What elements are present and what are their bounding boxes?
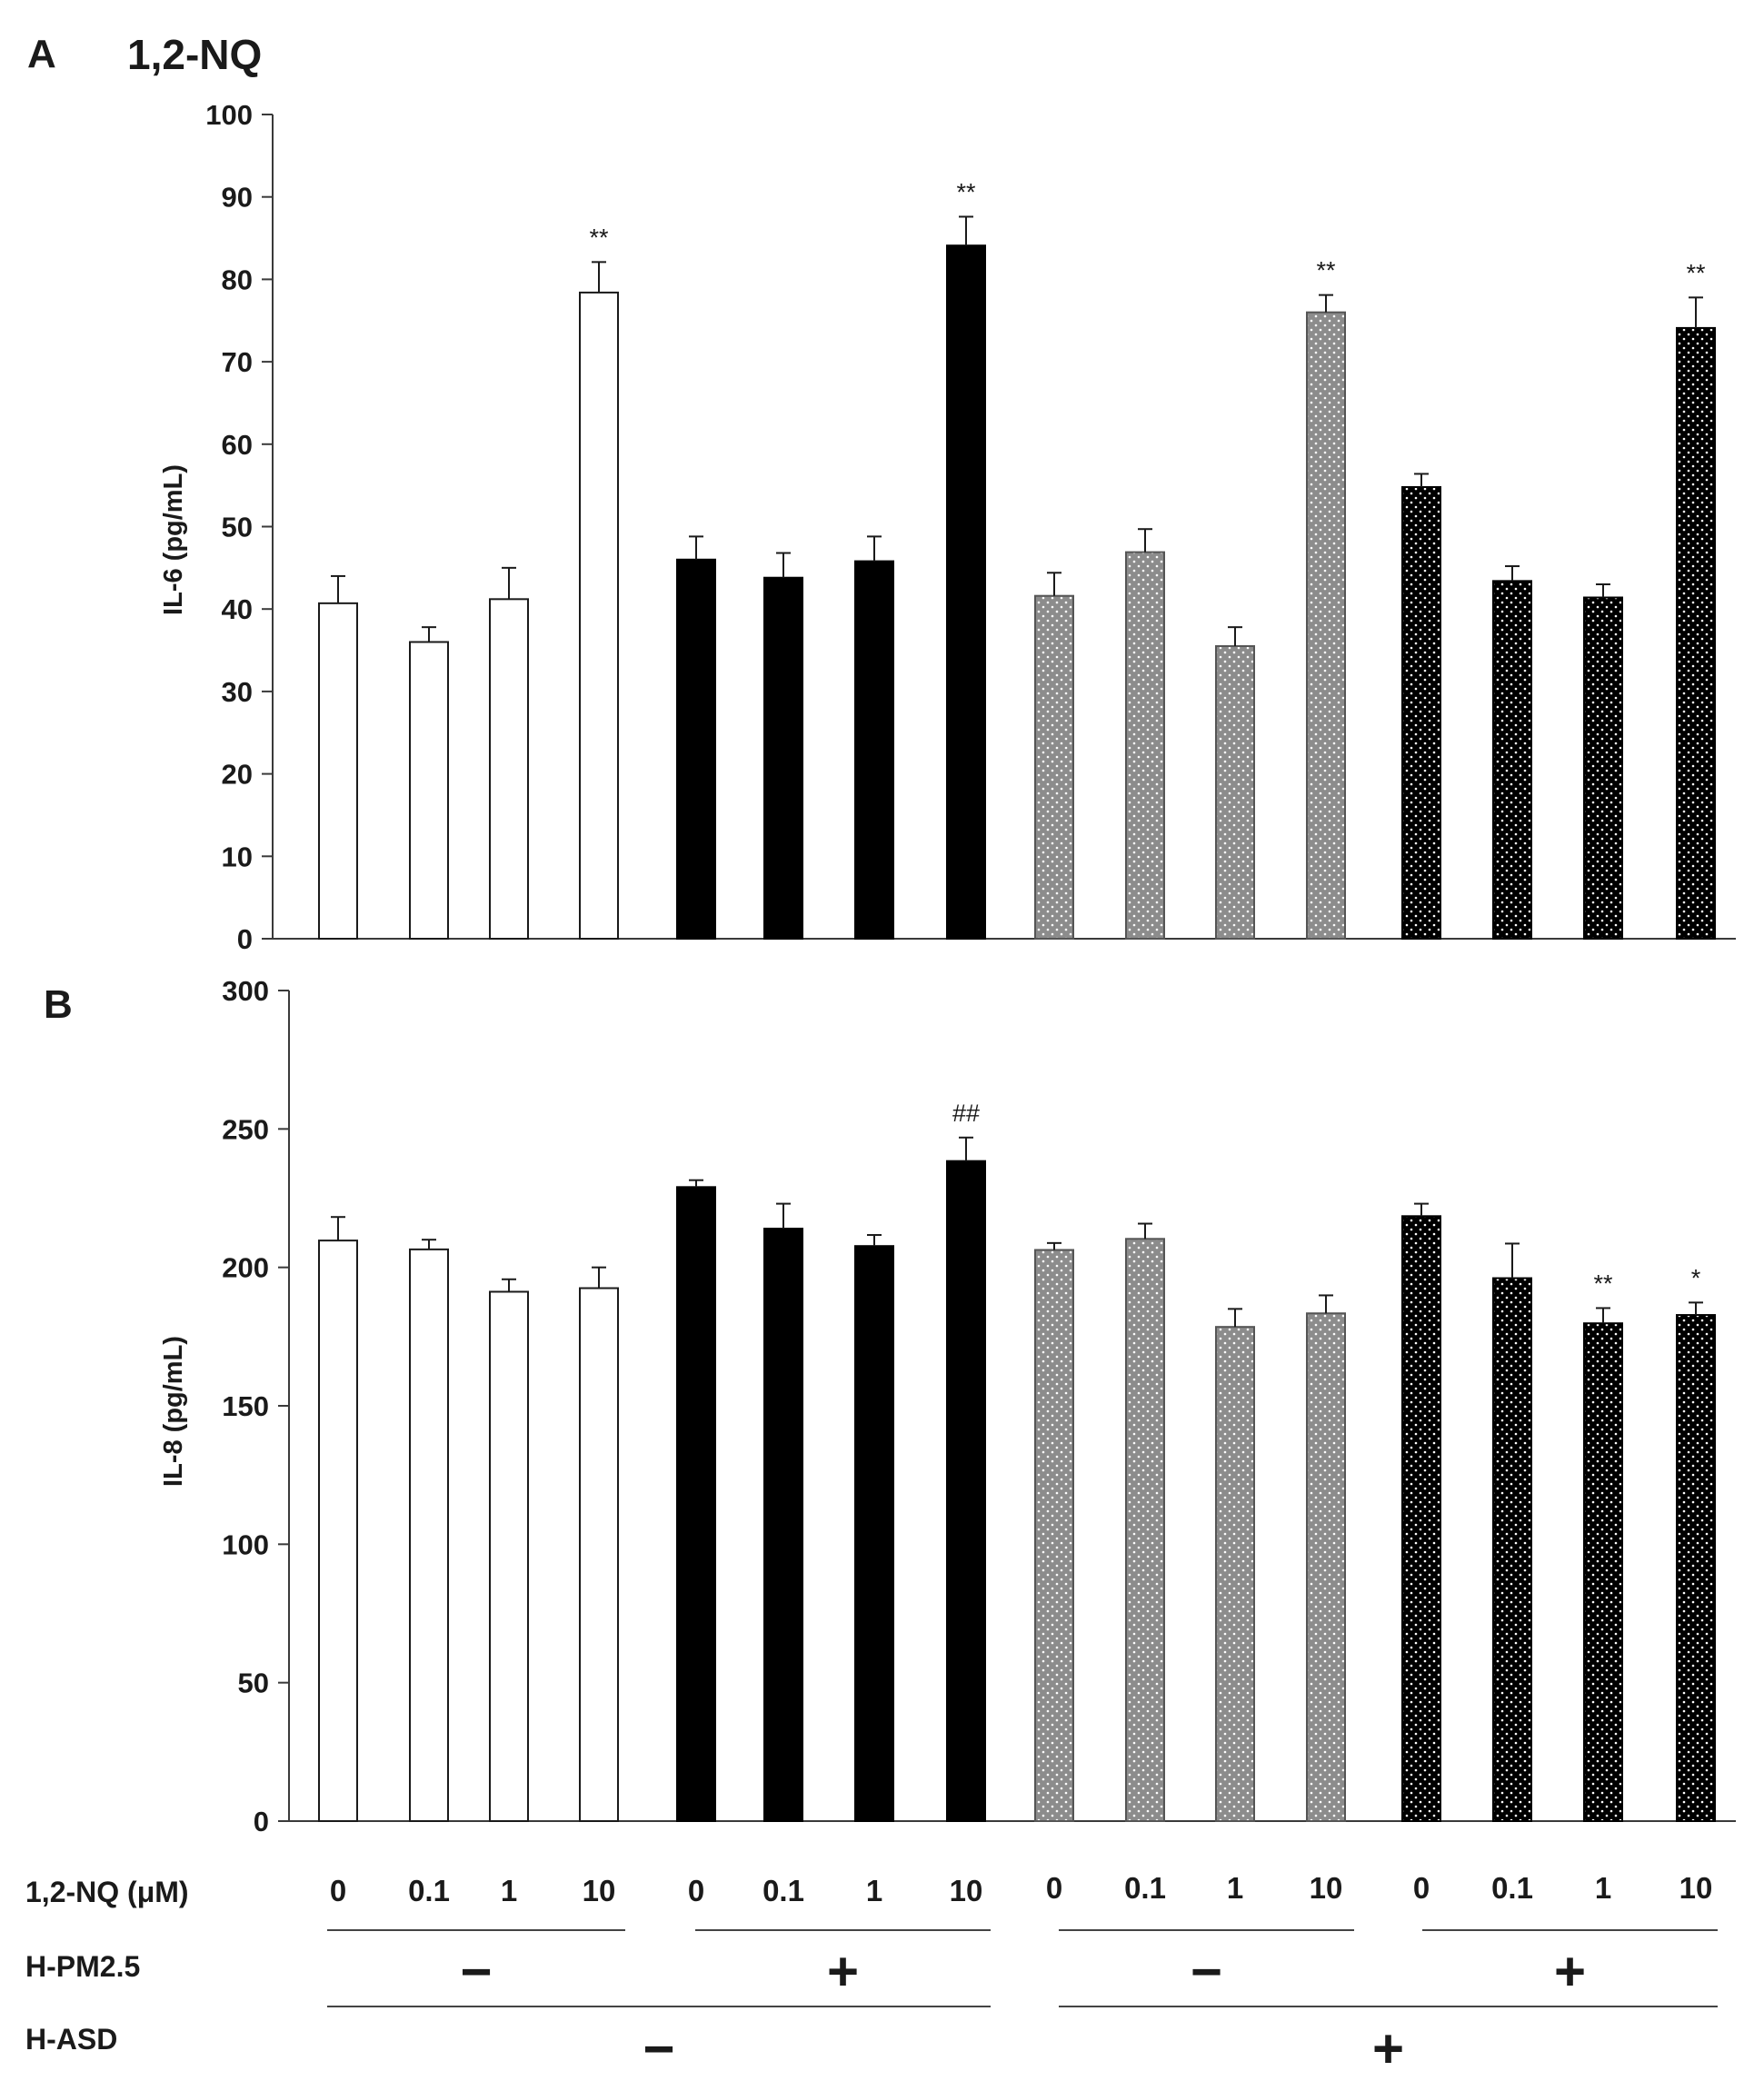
panel-a-bar	[854, 560, 894, 940]
panel-a-y-axis-label: IL-6 (pg/mL)	[159, 464, 188, 615]
panel-a-il6-chart: A 1,2-NQ IL-6 (pg/mL) 0 10 20 30 40 50 60 70 80 9…	[27, 31, 1736, 955]
panel-b-y-tick-label: 50	[238, 1668, 269, 1699]
pm-row: − + − +	[327, 1929, 1718, 2002]
panel-b-y-tick-label: 0	[254, 1806, 269, 1837]
dose-label: 0	[1046, 1871, 1062, 1905]
panel-b-bars: ##** *	[318, 1100, 1716, 1823]
panel-b-bar	[1676, 1314, 1716, 1822]
panel-b-y-tick-label: 150	[222, 1390, 269, 1422]
pm-sign: +	[1554, 1941, 1586, 2002]
dose-label: 0	[1413, 1871, 1430, 1905]
panel-b-bar	[1401, 1215, 1441, 1822]
panel-b-y-tick-label: 200	[222, 1252, 269, 1284]
panel-b-y-tick-label: 100	[222, 1528, 269, 1560]
panel-b-bar	[946, 1160, 986, 1822]
panel-a-y-tick-label: 20	[222, 759, 253, 791]
asd-row: − +	[327, 2006, 1718, 2079]
panel-a-bar	[1676, 326, 1716, 940]
dose-label: 0.1	[1124, 1871, 1166, 1905]
panel-b-bar	[579, 1287, 619, 1823]
panel-a-significance-label: **	[956, 178, 976, 205]
asd-sign: −	[643, 2018, 674, 2079]
dose-label: 10	[950, 1874, 983, 1907]
dose-label: 0	[330, 1874, 346, 1907]
asd-sign: +	[1372, 2018, 1404, 2079]
pm-sign: −	[460, 1941, 492, 2002]
panel-a-bar	[1583, 596, 1623, 940]
panel-a-bar	[489, 598, 529, 940]
panel-b-y-tick-label: 250	[222, 1113, 269, 1145]
dose-label: 10	[1310, 1871, 1343, 1905]
dose-label: 1	[501, 1874, 517, 1907]
dose-row-label: 1,2-NQ (μM)	[25, 1876, 189, 1908]
panel-a-y-tick-label: 30	[222, 676, 253, 708]
panel-a-bar	[409, 641, 449, 940]
panel-b-bar	[1306, 1312, 1346, 1822]
panel-b-bar	[1492, 1277, 1532, 1823]
dose-row: 0 0.1 1 10 0 0.1 1 10 0 0.1 1 10 0 0.1 1 10	[330, 1871, 1713, 1907]
panel-a-bars: ** ** ** **	[318, 178, 1716, 941]
panel-a-y-tick-label: 90	[222, 182, 253, 214]
panel-b-significance-label: *	[1691, 1264, 1701, 1291]
panel-b-bar	[318, 1240, 358, 1822]
panel-a-letter: A	[27, 32, 56, 76]
panel-a-bar	[676, 558, 716, 941]
pm-row-label: H-PM2.5	[25, 1950, 140, 1983]
panel-a-bar	[318, 602, 358, 940]
dose-label: 0	[688, 1874, 704, 1907]
panel-a-bar	[1401, 485, 1441, 940]
panel-b-bar	[676, 1186, 716, 1822]
panel-a-y-tick-label: 40	[222, 593, 253, 625]
panel-a-y-tick-label: 50	[222, 512, 253, 543]
panel-b-significance-label: ##	[952, 1100, 980, 1127]
dose-label: 0.1	[1491, 1871, 1533, 1905]
asd-row-label: H-ASD	[25, 2023, 117, 2056]
panel-b-y-axis-label: IL-8 (pg/mL)	[159, 1336, 188, 1487]
panel-a-y-tick-label: 80	[222, 264, 253, 295]
panel-a-bar	[1215, 645, 1255, 940]
panel-b-bar	[1215, 1326, 1255, 1823]
panel-a-y-tick-label: 10	[222, 841, 253, 872]
panel-b-bar	[854, 1245, 894, 1822]
panel-a-bar	[579, 291, 619, 940]
dose-label: 0.1	[762, 1874, 804, 1907]
panel-b-bar	[1034, 1249, 1074, 1822]
panel-b-significance-label: **	[1593, 1270, 1613, 1297]
dose-label: 1	[866, 1874, 882, 1907]
pm-sign: −	[1191, 1941, 1222, 2002]
panel-b-bar	[409, 1248, 449, 1822]
panel-a-y-tick-label: 70	[222, 346, 253, 378]
panel-b-bar	[763, 1228, 803, 1822]
panel-a-bar	[763, 576, 803, 940]
panel-a-bar	[1034, 594, 1074, 940]
panel-b-bar	[489, 1290, 529, 1822]
panel-a-bar	[946, 244, 986, 940]
panel-a-significance-label: **	[1686, 259, 1706, 286]
dose-label: 1	[1595, 1871, 1611, 1905]
panel-a-bar	[1125, 551, 1165, 940]
panel-a-significance-label: **	[1316, 257, 1336, 284]
panel-b-axes: 0 50 100 150 200 250 300	[222, 975, 1736, 1837]
dose-label: 10	[583, 1874, 616, 1907]
panel-b-letter: B	[44, 982, 73, 1027]
panel-a-y-tick-label: 0	[237, 923, 253, 955]
dose-label: 1	[1227, 1871, 1243, 1905]
panel-a-y-tick-label: 60	[222, 429, 253, 461]
panel-a-bar	[1306, 311, 1346, 940]
panel-b-bar	[1125, 1238, 1165, 1822]
condition-table: 1,2-NQ (μM) H-PM2.5 H-ASD 0 0.1 1 10 0 0.1 1 10…	[25, 1871, 1718, 2079]
pm-sign: +	[827, 1941, 859, 2002]
panel-b-bar	[1583, 1322, 1623, 1822]
panel-a-y-tick-label: 100	[205, 99, 253, 131]
panel-a-bar	[1492, 580, 1532, 940]
panel-a-significance-label: **	[589, 224, 609, 251]
panel-a-title: 1,2-NQ	[127, 31, 262, 78]
dose-label: 0.1	[408, 1874, 450, 1907]
dose-label: 10	[1679, 1871, 1713, 1905]
panel-b-y-tick-label: 300	[222, 975, 269, 1007]
